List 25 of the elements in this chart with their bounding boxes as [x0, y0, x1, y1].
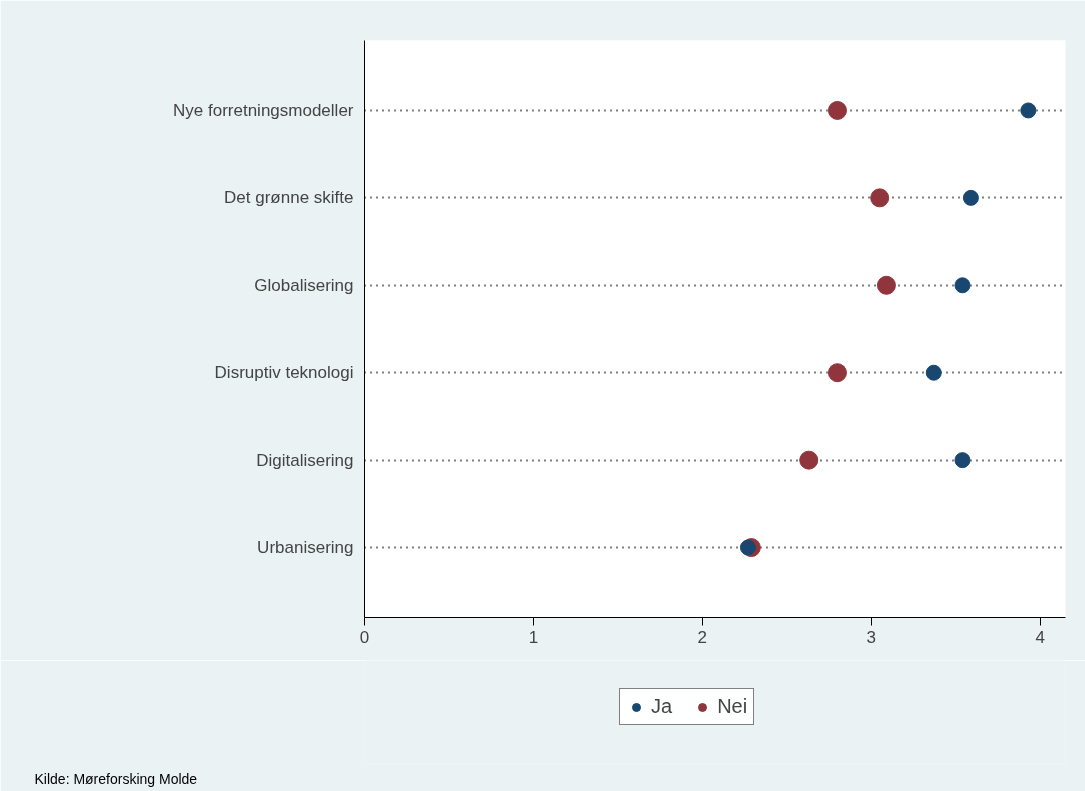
point [876, 275, 896, 295]
y-tick-label: Disruptiv teknologi [214, 363, 354, 383]
y-tick-label: Urbanisering [257, 538, 354, 558]
x-tick-label: 3 [866, 627, 876, 647]
point [925, 364, 942, 381]
x-tick-label: 1 [528, 627, 539, 647]
text: Kilde: Møreforsking Molde [34, 770, 198, 787]
x-tick-label: 0 [359, 627, 370, 647]
x-tick-label: 2 [697, 627, 708, 647]
legend-label: Nei [717, 695, 748, 718]
point [799, 450, 819, 470]
legend-label: Ja [651, 695, 673, 718]
point [962, 189, 979, 206]
point [870, 188, 890, 208]
y-tick-label: Det grønne skifte [224, 188, 354, 208]
y-tick-label: Digitalisering [256, 450, 354, 470]
point [827, 363, 847, 383]
y-tick-label: Nye forretningsmodeller [173, 100, 354, 120]
point [954, 277, 971, 294]
y-tick-label: Globalisering [254, 275, 354, 295]
point [739, 539, 756, 556]
point [1020, 102, 1037, 119]
x-tick-label: 4 [1035, 627, 1045, 647]
point [954, 452, 971, 469]
point [827, 100, 847, 120]
